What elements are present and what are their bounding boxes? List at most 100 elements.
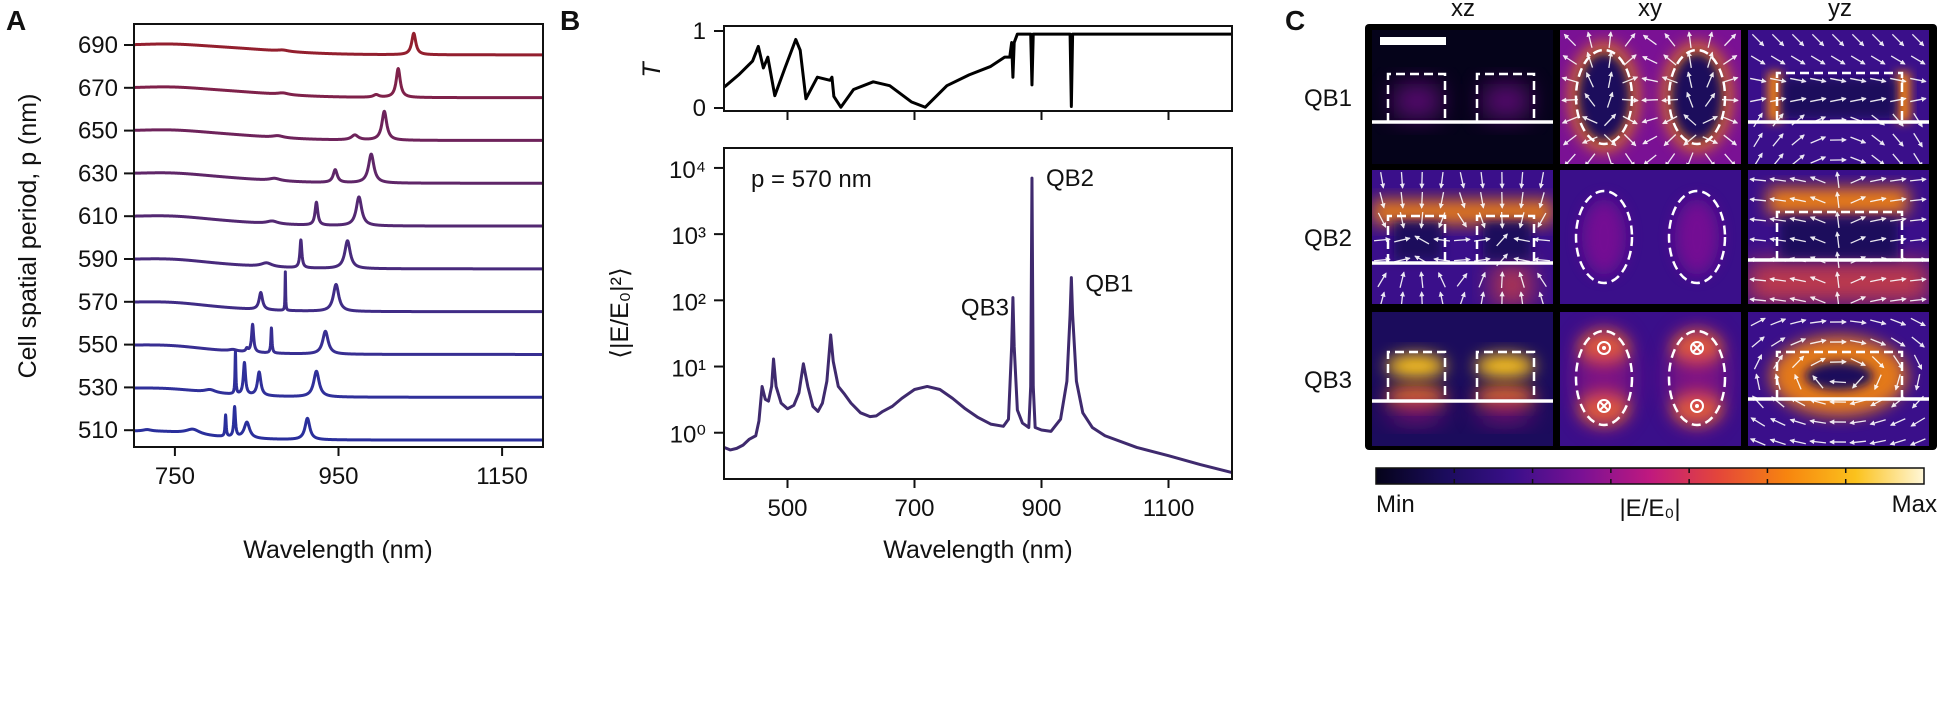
colorbar-label: |E/E₀| <box>1619 495 1680 522</box>
x-tick-label: 1100 <box>1143 495 1195 522</box>
column-label-xz: xz <box>1451 0 1475 22</box>
y-tick-label: 550 <box>78 332 118 359</box>
period-annotation: p = 570 nm <box>751 166 872 193</box>
colorbar-min-label: Min <box>1376 491 1415 518</box>
field-map-qb3-xz <box>1372 312 1553 446</box>
y-tick-label: 10⁰ <box>670 422 706 449</box>
row-label-qb1: QB1 <box>1304 85 1352 112</box>
y-tick-label: 590 <box>78 246 118 273</box>
peak-label-qb3: QB3 <box>961 295 1009 322</box>
field-intensity <box>1675 199 1719 275</box>
field-intensity <box>1578 53 1630 141</box>
spectrum-line-p630 <box>134 154 543 183</box>
field-content <box>1372 170 1553 308</box>
field-intensity <box>1394 222 1442 260</box>
field-map-qb1-xy <box>1560 30 1741 168</box>
panel-b-top-y-label: T <box>638 61 666 78</box>
field-intensity <box>1483 84 1529 118</box>
y-tick-label: 630 <box>78 160 118 187</box>
spectrum-line-p650 <box>134 111 543 140</box>
field-intensity <box>1492 265 1532 305</box>
enhancement-line <box>724 178 1232 472</box>
y-tick-label: 1 <box>693 18 706 45</box>
row-label-qb3: QB3 <box>1304 367 1352 394</box>
period-spectra <box>134 33 543 440</box>
field-intensity <box>1386 354 1446 378</box>
panel-label-a: A <box>6 5 26 36</box>
panel-label-c: C <box>1285 5 1305 36</box>
transmission-line <box>724 34 1232 107</box>
scale-bar <box>1380 37 1446 45</box>
field-intensity <box>1582 199 1626 275</box>
peak-label-qb2: QB2 <box>1046 165 1094 192</box>
x-tick-label: 1150 <box>476 463 528 490</box>
field-intensity <box>1782 78 1896 118</box>
x-tick-label: 900 <box>1021 495 1061 522</box>
panel-a-x-ticks: 750 950 1150 <box>155 447 528 490</box>
field-intensity <box>1671 53 1723 141</box>
dot-icon <box>1602 346 1606 350</box>
field-content <box>1748 170 1929 308</box>
field-intensity <box>1394 84 1440 118</box>
panel-b-transmission-chart: 0 1 T <box>638 18 1232 122</box>
panel-label-b: B <box>560 5 580 36</box>
y-tick-label: 10¹ <box>671 356 706 383</box>
field-content <box>1748 312 1929 446</box>
peak-labels: QB3 QB2 QB1 <box>961 165 1133 321</box>
field-arrow <box>1502 212 1503 228</box>
column-label-yz: yz <box>1828 0 1852 22</box>
panel-b-top-frame <box>724 26 1232 111</box>
y-tick-label: 650 <box>78 118 118 145</box>
background <box>1372 312 1553 446</box>
spectrum-line-p550 <box>134 324 543 354</box>
y-tick-label: 610 <box>78 203 118 230</box>
colorbar <box>1376 468 1924 484</box>
field-arrow <box>1502 272 1503 288</box>
field-arrow <box>1642 100 1658 101</box>
y-tick-label: 10² <box>671 289 706 316</box>
panel-b-y-label: ⟨|E/E₀|²⟩ <box>606 267 634 359</box>
x-tick-label: 750 <box>155 463 195 490</box>
panel-a-y-label: Cell spatial period, p (nm) <box>14 94 42 379</box>
panel-c-field-maps: xz xy yz QB1 QB2 QB3 Min |E/E₀| Max <box>1304 0 1937 522</box>
field-map-qb1-xz <box>1372 30 1553 164</box>
field-map-qb3-xy <box>1560 312 1741 446</box>
panel-b-bottom-ticks: 500 700 900 1100 10⁰ 10¹ 10² 10³ 10⁴ <box>669 157 1194 522</box>
y-tick-label: 690 <box>78 32 118 59</box>
field-map-qb3-yz <box>1748 312 1929 446</box>
column-label-xy: xy <box>1638 0 1662 22</box>
field-map-qb1-yz <box>1748 30 1929 167</box>
spectrum-line-p530 <box>134 351 543 397</box>
y-tick-label: 0 <box>693 95 706 122</box>
dot-icon <box>1695 404 1699 408</box>
spectrum-line-p690 <box>134 33 543 54</box>
field-content <box>1560 170 1741 304</box>
field-map-qb2-xz <box>1372 170 1553 308</box>
spectrum-line-p610 <box>134 197 543 226</box>
field-arrow <box>1422 192 1423 208</box>
y-tick-label: 10³ <box>671 223 706 250</box>
spectrum-line-p590 <box>134 240 543 269</box>
field-content <box>1372 30 1553 164</box>
y-tick-label: 530 <box>78 374 118 401</box>
field-content <box>1560 30 1741 168</box>
field-content <box>1748 30 1929 167</box>
field-map-qb2-yz <box>1748 170 1929 308</box>
panel-a-x-label: Wavelength (nm) <box>243 536 432 564</box>
y-tick-label: 10⁴ <box>669 157 706 184</box>
y-tick-label: 570 <box>78 289 118 316</box>
x-tick-label: 950 <box>318 463 358 490</box>
panel-b-x-label: Wavelength (nm) <box>883 536 1072 564</box>
field-content <box>1560 312 1741 446</box>
x-tick-label: 500 <box>767 495 807 522</box>
field-intensity <box>1475 354 1535 378</box>
x-tick-label: 700 <box>894 495 934 522</box>
peak-label-qb1: QB1 <box>1085 271 1133 298</box>
y-tick-label: 510 <box>78 417 118 444</box>
spectrum-line-p670 <box>134 69 543 98</box>
colorbar-max-label: Max <box>1892 491 1937 518</box>
